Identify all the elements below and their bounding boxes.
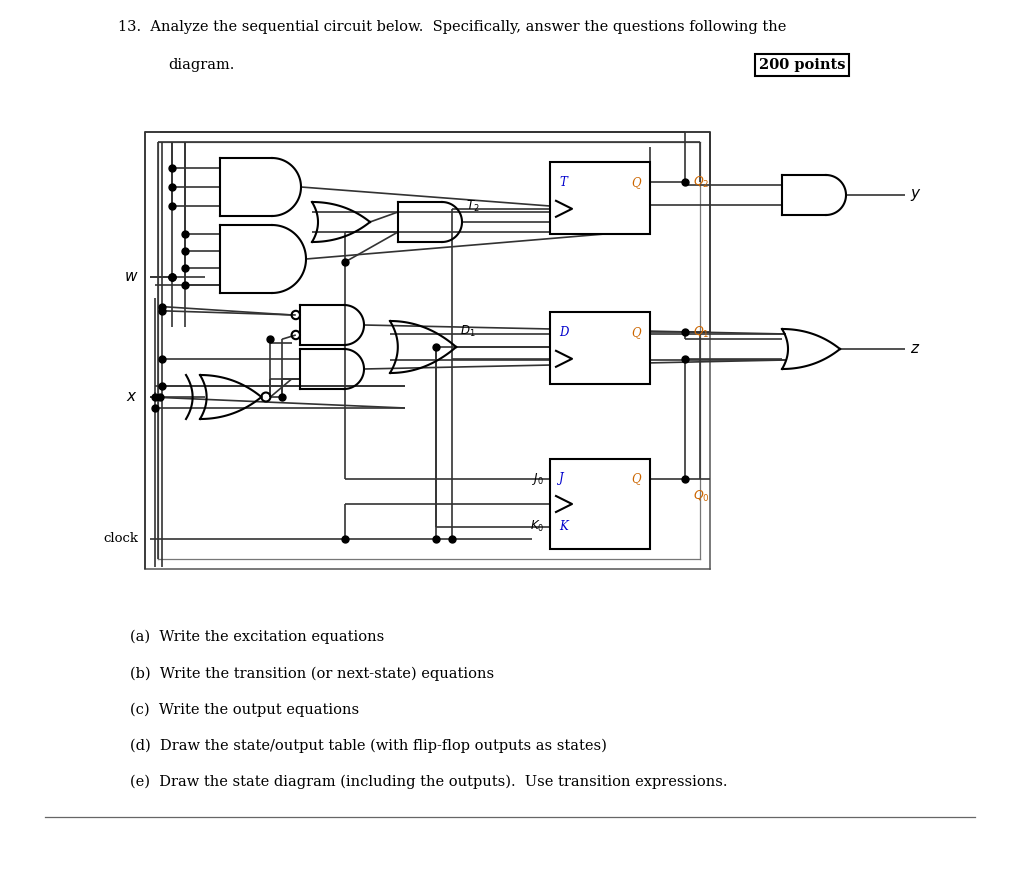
Text: $x$: $x$	[126, 390, 138, 404]
Text: $Q_1$: $Q_1$	[693, 324, 710, 339]
Text: $T_2$: $T_2$	[466, 199, 480, 214]
Text: $Q_2$: $Q_2$	[693, 175, 710, 189]
Bar	[550, 312, 650, 384]
Text: Q: Q	[632, 325, 641, 339]
Text: $w$: $w$	[123, 270, 138, 284]
Text: Q: Q	[632, 175, 641, 189]
Text: (d)  Draw the state/output table (with flip-flop outputs as states): (d) Draw the state/output table (with fl…	[130, 738, 607, 753]
Text: $K_0$: $K_0$	[530, 519, 544, 534]
Text: J: J	[559, 473, 563, 485]
Text: T: T	[559, 175, 566, 189]
Text: $D_1$: $D_1$	[461, 324, 476, 339]
Text: (c)  Write the output equations: (c) Write the output equations	[130, 702, 359, 717]
Text: $y$: $y$	[910, 187, 921, 203]
Bar	[550, 459, 650, 549]
Text: clock: clock	[103, 532, 138, 545]
Text: $z$: $z$	[910, 342, 920, 356]
Text: diagram.: diagram.	[168, 58, 234, 72]
Text: 200 points: 200 points	[759, 58, 845, 72]
Text: $J_0$: $J_0$	[532, 471, 544, 487]
Text: (e)  Draw the state diagram (including the outputs).  Use transition expressions: (e) Draw the state diagram (including th…	[130, 774, 727, 789]
Text: D: D	[559, 325, 569, 339]
Text: Q: Q	[632, 473, 641, 485]
Text: 13.  Analyze the sequential circuit below.  Specifically, answer the questions f: 13. Analyze the sequential circuit below…	[118, 20, 786, 34]
Text: $Q_0$: $Q_0$	[693, 489, 710, 504]
Text: (b)  Write the transition (or next-state) equations: (b) Write the transition (or next-state)…	[130, 667, 494, 681]
Text: (a)  Write the excitation equations: (a) Write the excitation equations	[130, 630, 384, 645]
Text: K: K	[559, 520, 567, 533]
Bar	[550, 162, 650, 234]
